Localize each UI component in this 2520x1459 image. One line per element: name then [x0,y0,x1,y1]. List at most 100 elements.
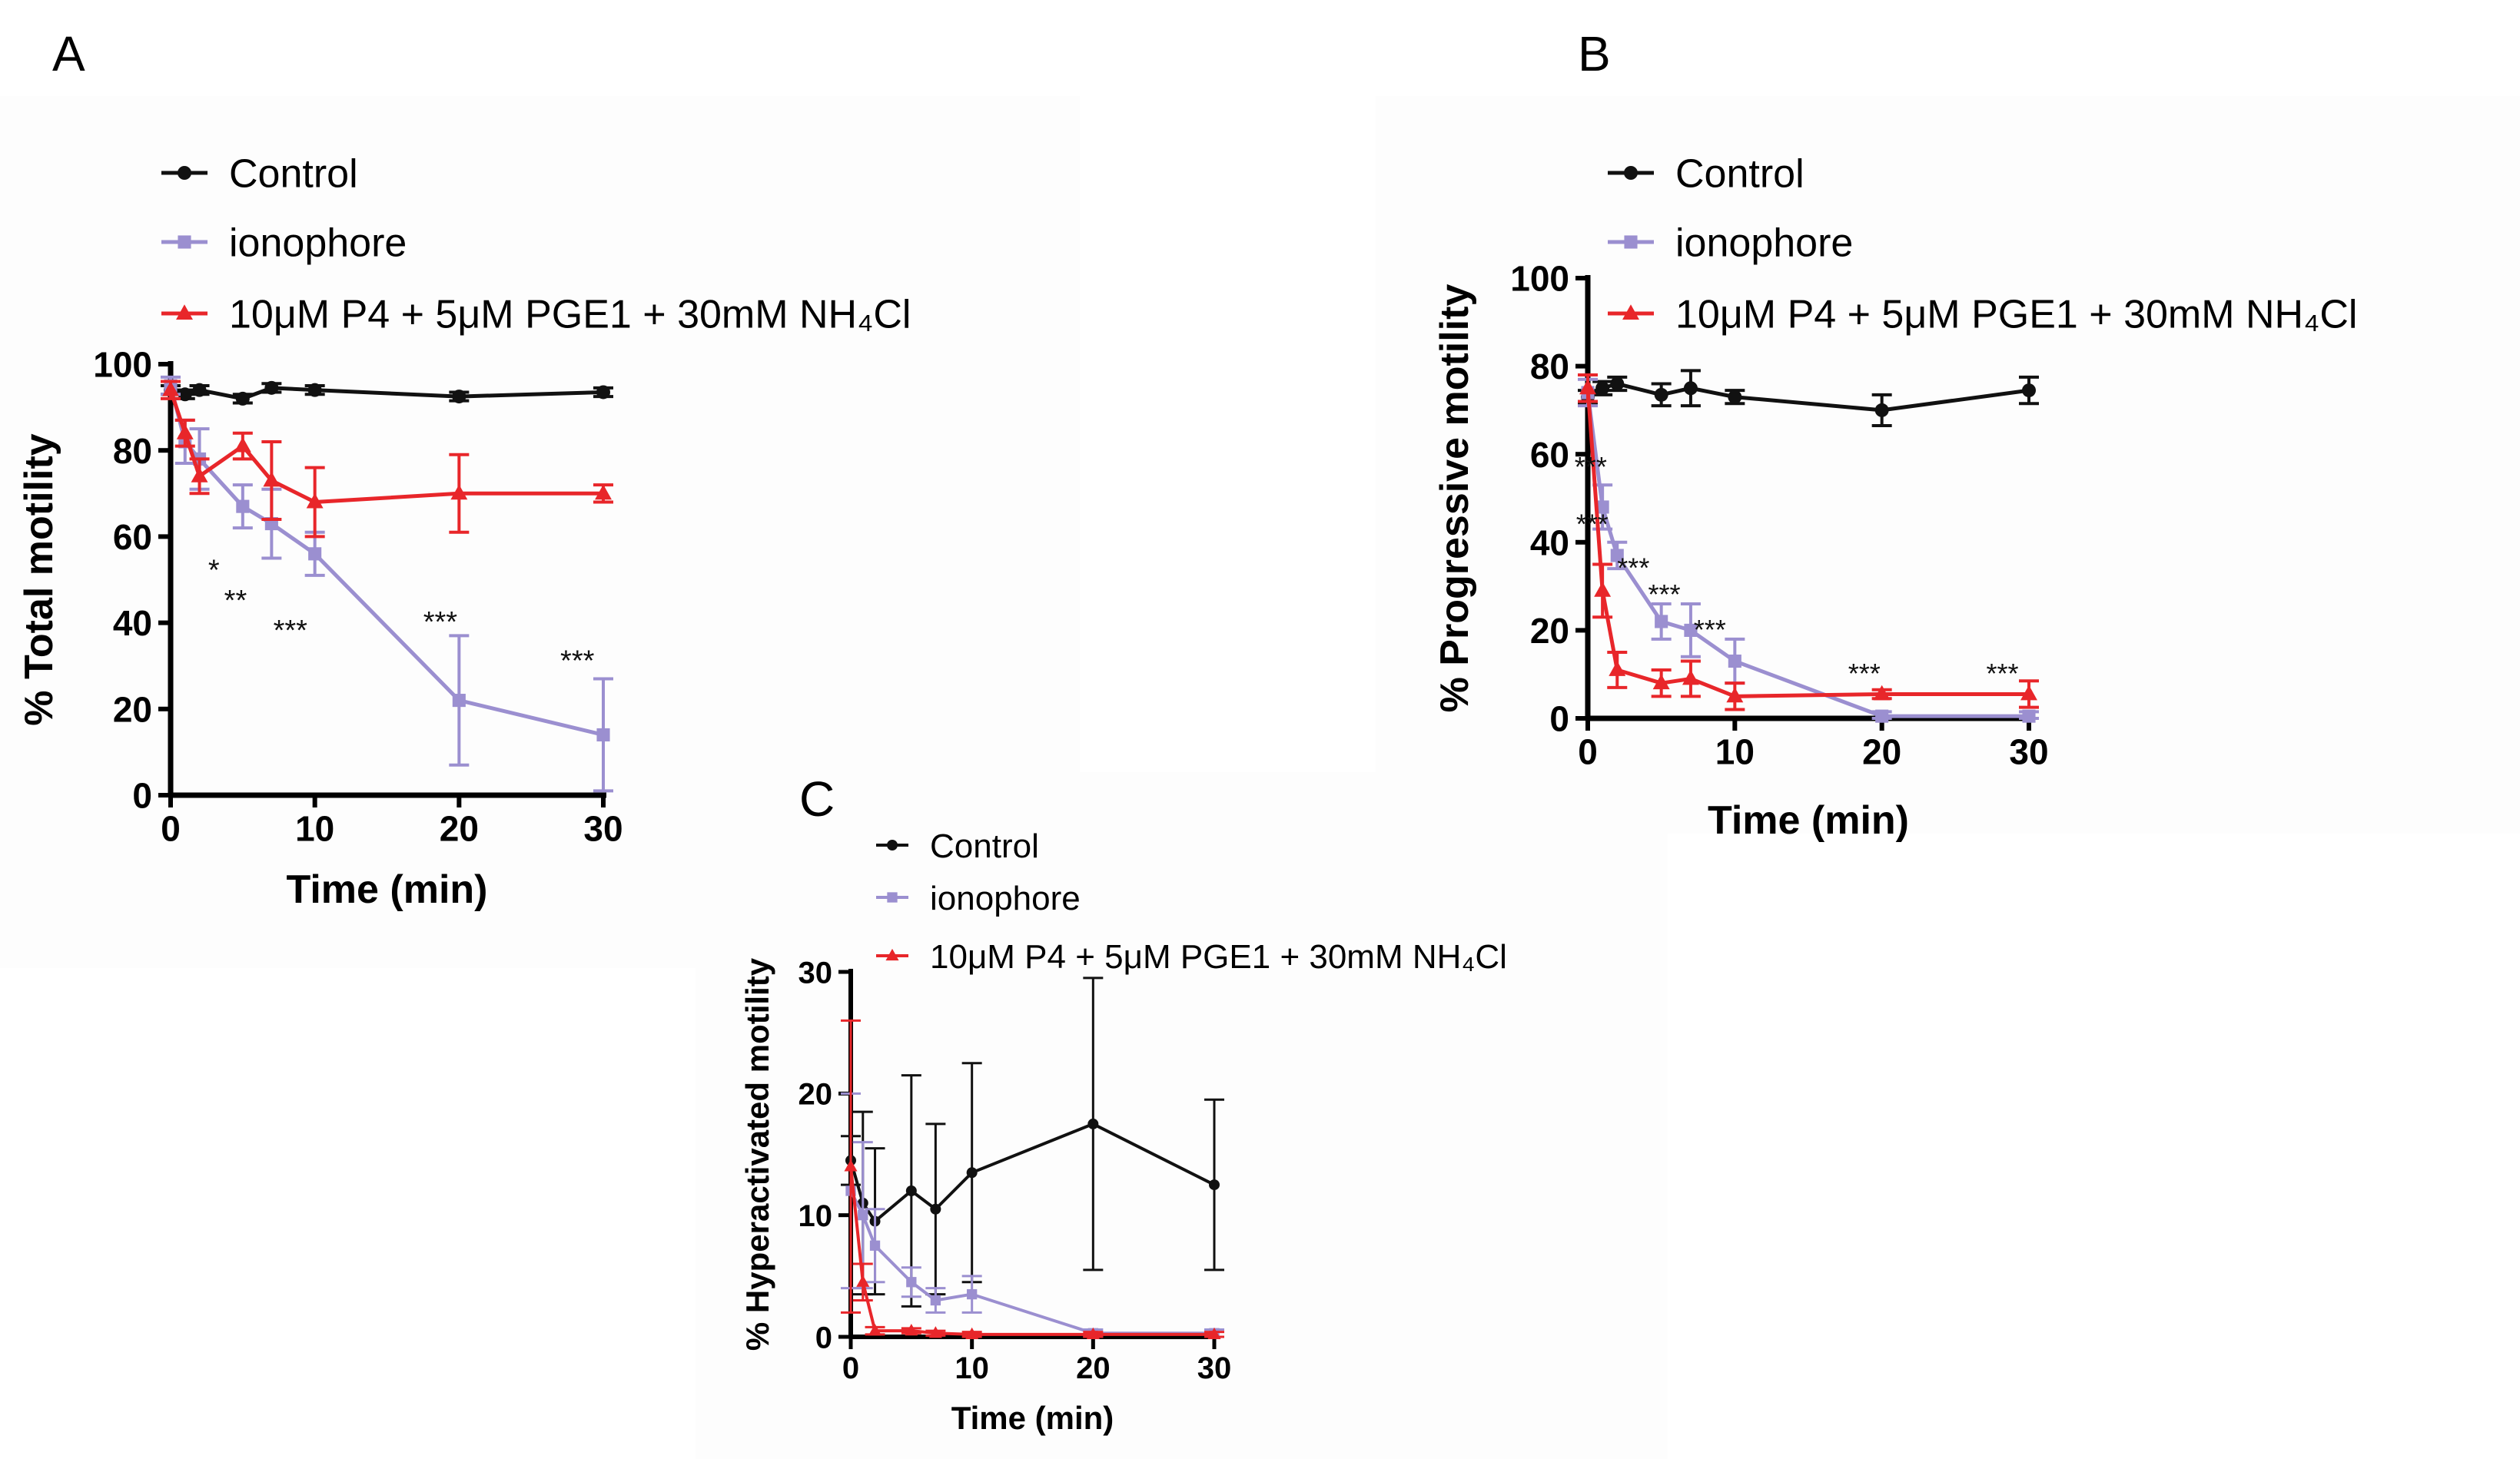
significance-marker: ** [224,585,247,617]
panel-b-background [1376,96,2520,834]
significance-marker: *** [1576,508,1609,539]
y-tick-label: 10 [798,1199,833,1233]
significance-marker: * [208,555,220,587]
y-tick-label: 80 [113,431,152,471]
x-tick-label: 0 [842,1351,859,1385]
significance-marker: *** [1648,579,1680,610]
x-axis-label: Time (min) [287,867,488,912]
data-point [595,484,612,500]
legend-label: Control [930,827,1039,865]
data-point [1086,1327,1100,1340]
legend-entry-control: Control [876,827,1039,865]
y-tick-label: 20 [1530,611,1569,651]
y-tick-label: 40 [113,603,152,643]
legend-entry-ionophore: ionophore [876,880,1081,917]
data-point [906,1277,917,1288]
significance-marker: *** [274,615,308,647]
data-point [452,390,466,404]
panel-c: 0 10 20 30 0 10 20 30 Time (min) % Hyperactivated… [739,827,1507,1436]
data-point [178,387,192,402]
legend-entry-control: Control [1608,152,1805,197]
data-point [965,1327,979,1340]
legend-label: 10μM P4 + 5μM PGE1 + 30mM NH₄Cl [1675,293,2357,337]
data-point [1609,661,1626,676]
data-point [1682,669,1699,685]
data-point [1610,376,1625,391]
y-tick-label: 20 [798,1078,833,1112]
legend-label: ionophore [930,880,1081,917]
data-point [1654,387,1668,402]
data-point [869,1240,881,1251]
panel-a: 0 20 40 60 80 100 0 10 20 30 Time (min) % Total mot… [17,152,911,912]
data-point [450,484,468,500]
data-point [1728,390,1742,404]
data-point [1874,403,1889,417]
data-point [596,385,610,400]
data-point [1875,709,1889,723]
legend-marker [176,304,193,320]
x-tick-label: 30 [1197,1351,1232,1385]
y-tick-label: 0 [132,776,152,816]
data-point [2020,685,2037,701]
data-point [1594,582,1612,597]
data-point [235,391,250,406]
significance-marker: *** [560,645,595,677]
panel-c-letter: C [799,771,835,827]
legend-label: ionophore [1675,221,1853,266]
legend-marker [1624,235,1638,249]
data-point [1595,381,1610,396]
data-point [930,1203,941,1215]
x-axis-label: Time (min) [1708,798,1909,843]
series-line [1585,392,2029,718]
data-point [1655,615,1668,628]
data-point [1087,1118,1099,1129]
y-tick-label: 30 [798,956,833,990]
legend-label: ionophore [229,221,407,266]
legend-marker [1622,304,1639,320]
series-control [161,380,613,406]
data-point [1684,623,1698,637]
legend-entry-treatment: 10μM P4 + 5μM PGE1 + 30mM NH₄Cl [161,293,911,337]
y-tick-label: 0 [815,1321,832,1355]
series-treatment [161,380,613,539]
panel-b: 0 20 40 60 80 100 0 10 20 30 Time (min) % Progressi… [1433,152,2357,843]
significance-marker: *** [1617,552,1649,584]
y-axis-label: % Progressive motility [1433,284,1477,713]
significance-marker: *** [1848,658,1881,689]
data-point [1873,685,1891,701]
x-tick-label: 0 [1578,732,1598,772]
y-tick-label: 80 [1530,347,1569,386]
legend-label: Control [229,152,358,197]
data-point [1683,381,1698,396]
x-tick-label: 20 [1076,1351,1111,1385]
data-point [308,547,322,561]
legend-marker [887,840,898,851]
data-point [905,1323,918,1336]
legend-marker [887,892,898,903]
data-point [191,467,208,482]
data-point [966,1167,978,1179]
series-line [849,1166,1214,1336]
series-treatment [1578,373,2039,711]
series-treatment [841,1019,1224,1340]
y-axis-label: % Hyperactivated motility [739,957,775,1351]
legend-entry-treatment: 10μM P4 + 5μM PGE1 + 30mM NH₄Cl [1608,293,2357,337]
legend: Control ionophore 10μM P4 + 5μM PGE1 + 30m… [161,152,911,337]
panel-a-letter: A [52,26,85,81]
data-point [844,1159,858,1172]
data-point [1610,549,1624,562]
data-point [306,492,324,509]
data-point [596,728,610,742]
data-point [930,1295,941,1306]
data-point [905,1185,917,1196]
legend: Control ionophore 10μM P4 + 5μM PGE1 + 30m… [876,827,1507,976]
data-point [1595,500,1609,514]
significance-marker: *** [1694,614,1726,645]
x-axis-label: Time (min) [951,1400,1114,1436]
data-point [236,499,250,513]
significance-marker: *** [423,606,458,638]
data-point [1728,654,1741,668]
legend-entry-ionophore: ionophore [1608,221,1853,266]
x-tick-label: 20 [440,809,479,849]
data-point [234,436,251,453]
